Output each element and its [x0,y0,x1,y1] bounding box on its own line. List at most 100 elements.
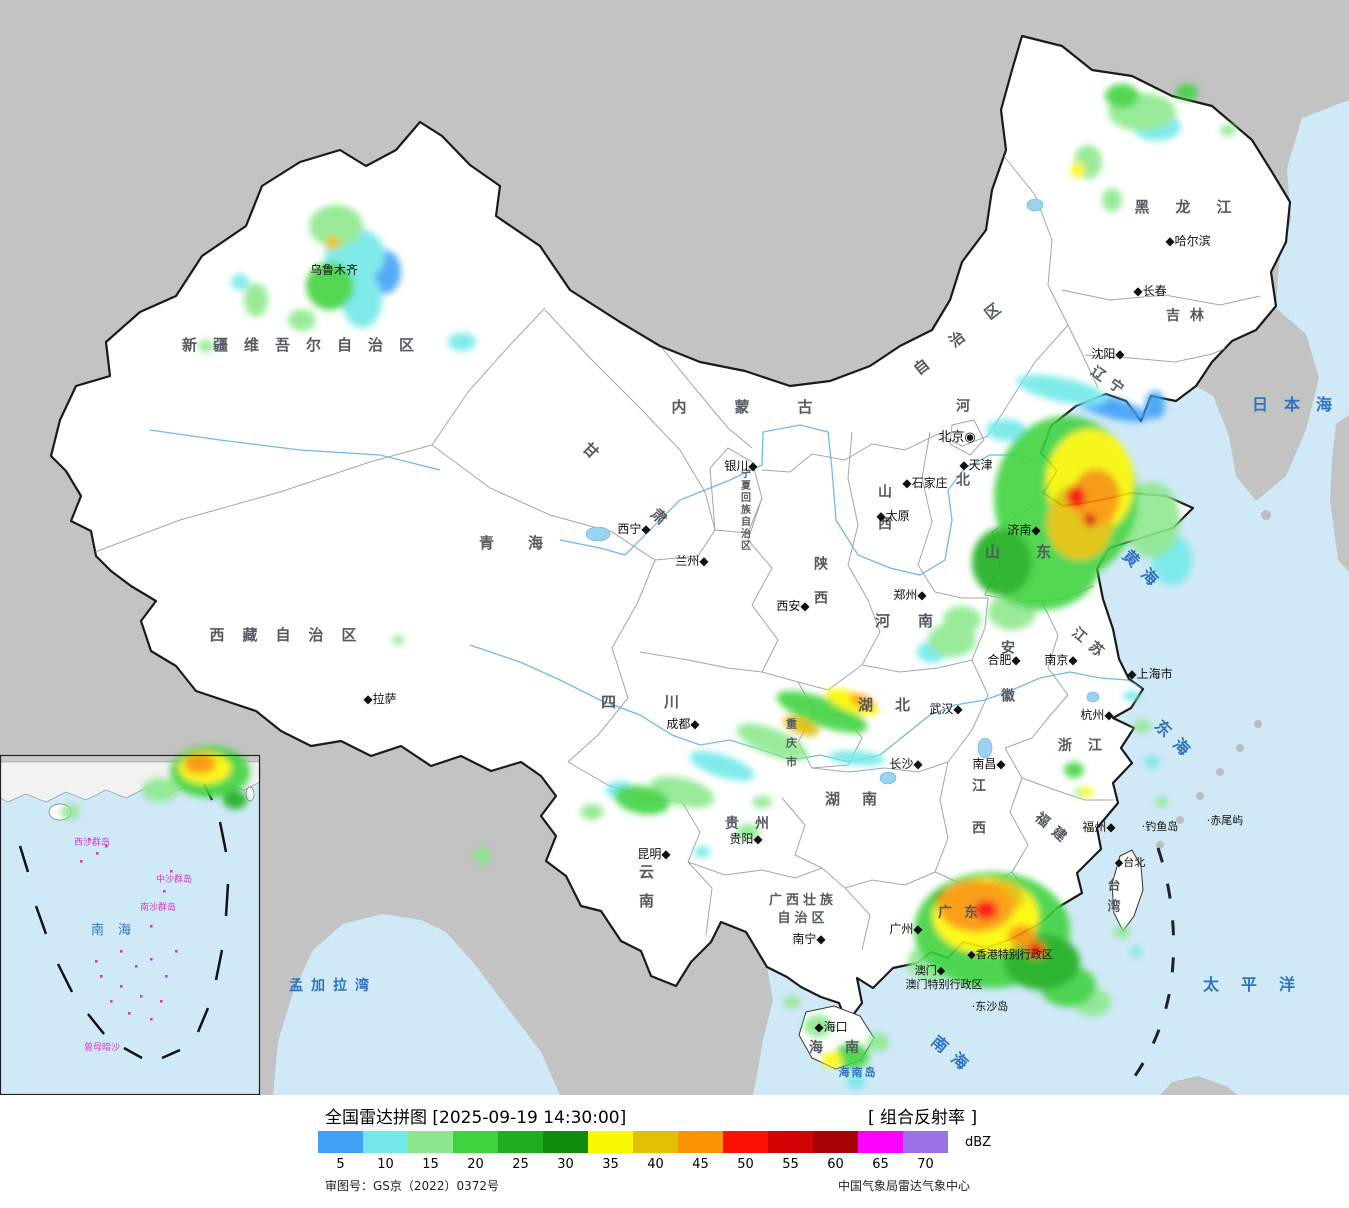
city-label: 乌鲁木齐 [310,262,358,277]
colorbar-swatch: 35 [588,1131,633,1172]
inset-island-dots [80,838,178,1021]
province-label: 吉林 [1166,307,1214,324]
radar-echo [974,900,998,920]
city-label: 沈阳◆ [1091,346,1125,361]
radar-echo [825,688,879,716]
colorbar-swatch: 55 [768,1131,813,1172]
radar-echo [1133,720,1151,732]
radar-echo [1084,513,1096,527]
province-label: 青海 [479,534,577,552]
radar-echo [184,754,216,774]
product-label: [ 组合反射率 ] [868,1108,978,1128]
city-label: 南昌◆ [972,756,1006,771]
sea-label: 海南岛 [839,1065,878,1079]
radar-echo [614,785,670,815]
colorbar-swatch: 10 [363,1131,408,1172]
province-label: 西藏自治区 [209,626,374,644]
province-label: 广西壮族 [769,892,837,908]
island-dot [88,838,91,841]
colorbar-value: 45 [692,1157,709,1172]
map-title-text: 全国雷达拼图 [325,1108,427,1128]
radar-echo [223,791,247,809]
island-dot [163,890,166,893]
city-label: 澳门◆ [915,963,946,977]
colorbar-value: 40 [647,1157,664,1172]
city-label: ◆海口 [814,1019,847,1034]
radar-echo-layer [60,84,1236,1089]
colorbar: 5 10 15 20 25 30 35 40 45 50 55 60 65 70 [318,1131,948,1172]
city-label: ·钓鱼岛 [1142,819,1179,833]
colorbar-swatch: 30 [543,1131,588,1172]
radar-echo [1072,469,1120,525]
radar-echo [1105,84,1139,108]
radar-echo [231,274,249,290]
radar-echo [1102,188,1122,212]
colorbar-value: 55 [782,1157,799,1172]
map-title: 全国雷达拼图 [2025-09-19 14:30:00] [325,1103,626,1128]
sea-label: 太平洋 [1202,975,1317,994]
island-dot [150,1018,153,1021]
radar-echo [1079,787,1093,797]
taiwan-island [1111,849,1144,932]
radar-echo [198,340,214,352]
city-label: ◆拉萨 [363,691,396,706]
island-dot [140,995,143,998]
radar-echo [835,1043,869,1069]
radar-echo [1071,162,1085,178]
map-timestamp: [2025-09-19 14:30:00] [432,1108,627,1128]
radar-echo [1130,947,1142,957]
colorbar-swatch: 20 [453,1131,498,1172]
island-dot [110,1000,113,1003]
radar-echo [60,805,80,819]
sea-label: 孟加拉湾 [289,977,377,994]
city-label: ·赤尾屿 [1207,814,1244,827]
city-label: ◆长春 [1133,284,1166,298]
radar-echo [752,796,772,808]
city-label: 济南◆ [1007,522,1041,537]
province-label: 湖北 [858,696,932,714]
city-label: 南宁◆ [792,931,826,946]
city-label: ◆哈尔滨 [1165,233,1210,248]
radar-echo [782,716,820,736]
colorbar-swatch: 40 [633,1131,678,1172]
island-dot [135,965,138,968]
island-dot [150,925,153,928]
city-label: 长沙◆ [889,757,923,771]
province-label: 河南 [875,612,961,630]
radar-echo [849,693,875,709]
colorbar-swatch: 5 [318,1131,363,1172]
city-label: 福州◆ [1082,819,1116,834]
radar-echo [142,778,178,802]
radar-echo [928,623,976,657]
radar-echo [325,236,341,250]
radar-echo [1066,486,1086,508]
radar-echo [392,635,404,645]
lakes [585,198,1100,785]
radar-echo [1008,925,1036,947]
radar-echo [1016,374,1108,406]
inset-label: 曾母暗沙 [84,1041,120,1053]
radar-echo [736,723,808,761]
inset-label: 中沙群岛 [156,873,192,885]
colorbar-value: 15 [422,1157,439,1172]
province-borders [94,154,1261,951]
radar-echo [306,262,354,310]
radar-echo [736,824,760,840]
province-label: 贵州 [725,815,785,832]
province-label: 四川 [601,693,727,711]
city-label: ◆上海市 [1127,666,1172,681]
island-dot [170,870,173,873]
island-dot [150,958,153,961]
city-label: 西宁◆ [617,521,651,536]
city-label: ◆香港特别行政区 [967,947,1052,961]
province-label: 自治区 [777,910,828,926]
credit: 中国气象局雷达气象中心 [838,1179,971,1193]
city-label: 昆明◆ [637,847,671,861]
colorbar-swatch: 60 [813,1131,858,1172]
maritime-dash-line [1124,847,1176,1089]
city-label: ◆台北 [1115,855,1145,869]
radar-echo [448,333,476,351]
city-label: 银川◆ [724,459,758,473]
radar-echo [776,690,868,734]
